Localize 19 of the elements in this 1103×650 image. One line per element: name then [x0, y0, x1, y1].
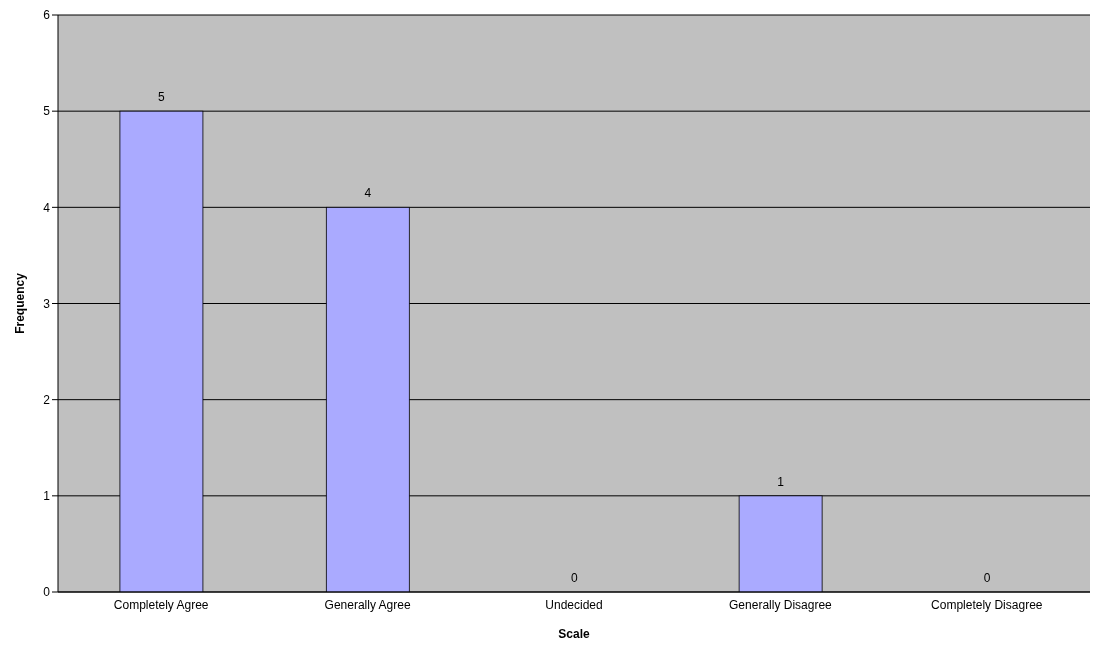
- x-tick-label: Generally Disagree: [729, 597, 833, 612]
- data-label: 4: [364, 186, 372, 201]
- x-tick-label: Generally Agree: [324, 597, 411, 612]
- y-tick-label: 4: [43, 200, 51, 215]
- x-tick-label: Completely Agree: [113, 597, 209, 612]
- y-axis-title: Frequency: [13, 272, 28, 334]
- y-tick-label: 5: [43, 104, 51, 119]
- data-label: 0: [983, 571, 991, 585]
- x-tick-label: Undecided: [545, 597, 603, 612]
- x-axis-title: Scale: [558, 627, 591, 641]
- y-tick-label: 1: [43, 489, 51, 504]
- data-label: 5: [158, 90, 166, 105]
- data-label: 0: [570, 571, 578, 585]
- data-label: 1: [777, 474, 785, 489]
- x-tick-label: Completely Disagree: [931, 597, 1043, 612]
- y-tick-label: 6: [43, 8, 51, 23]
- y-tick-label: 0: [43, 585, 51, 600]
- y-tick-label: 3: [43, 296, 51, 311]
- y-tick-label: 2: [43, 392, 51, 407]
